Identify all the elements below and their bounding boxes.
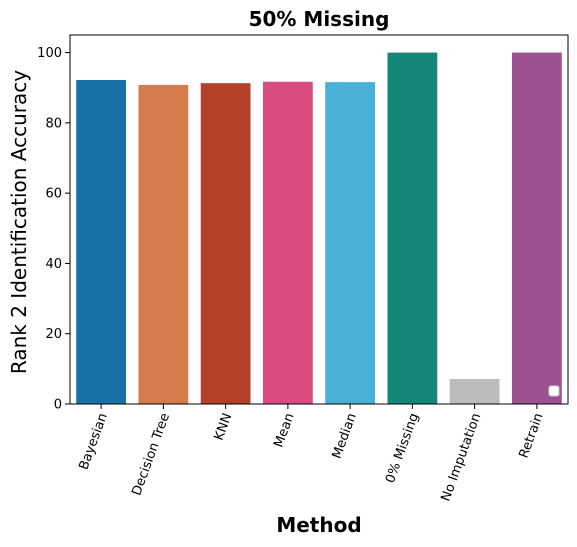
- x-tick-label: 0% Missing: [383, 411, 422, 485]
- bar-no-imputation: [449, 379, 500, 404]
- x-tick-label: KNN: [212, 411, 236, 442]
- bar-retrain: [511, 52, 562, 404]
- plot-frame: [69, 34, 569, 405]
- bar-bayesian: [76, 79, 127, 405]
- bar-knn: [200, 83, 251, 404]
- y-tick-label: 60: [45, 187, 62, 202]
- y-tick-label: 80: [45, 116, 62, 131]
- y-tick-label: 0: [54, 398, 62, 413]
- bar-mean: [262, 81, 313, 405]
- y-tick-label: 100: [37, 46, 62, 61]
- x-tick-label: Bayesian: [77, 411, 111, 472]
- y-tick-label: 20: [45, 327, 62, 342]
- bar-median: [325, 82, 376, 404]
- y-axis-label: Rank 2 Identification Accuracy: [7, 70, 31, 374]
- x-tick-label: Retrain: [517, 411, 547, 460]
- chart-title: 50% Missing: [249, 7, 390, 31]
- plot-area: 0 20 40 60 80 100 Bayesian Decision Tree KNN Mean…: [37, 34, 569, 504]
- bar-0-missing: [387, 52, 438, 404]
- x-tick-label: Median: [330, 411, 360, 461]
- x-tick-label: Decision Tree: [129, 411, 173, 497]
- x-tick-label: Mean: [271, 411, 297, 449]
- bar-decision-tree: [138, 84, 189, 404]
- x-axis-label: Method: [276, 513, 361, 537]
- x-tick-label: No Imputation: [439, 411, 485, 503]
- y-tick-label: 40: [45, 257, 62, 272]
- legend-box: [548, 385, 560, 397]
